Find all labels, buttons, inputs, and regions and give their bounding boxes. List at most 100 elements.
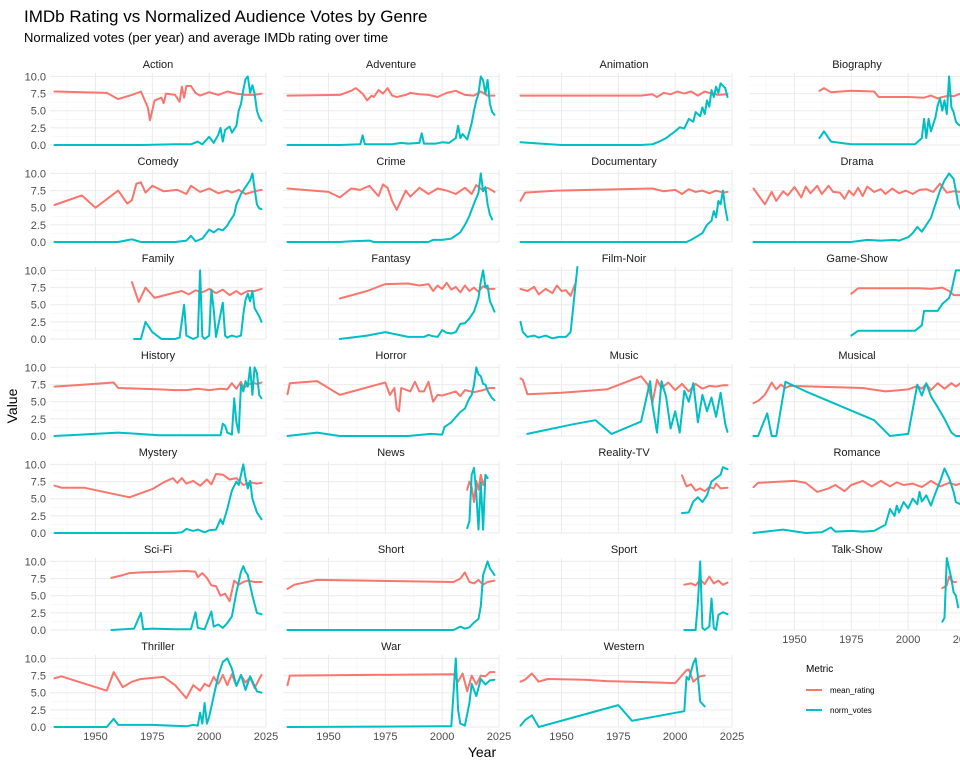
x-tick-label: 1950 [549, 731, 573, 743]
strip-label-history: History [141, 350, 176, 362]
series-norm-votes-documentary [519, 189, 729, 243]
panel-thriller: Thriller [50, 641, 267, 728]
y-tick-label: 10.0 [25, 168, 46, 180]
y-tick-label: 7.5 [31, 477, 46, 489]
strip-label-news: News [377, 447, 405, 459]
series-norm-votes-action [53, 75, 263, 146]
x-tick-label: 2025 [953, 634, 960, 646]
strip-label-film-noir: Film-Noir [602, 253, 647, 265]
axes-group: 0.0 2.5 5.0 7.5 10.0 0.0 2.5 5.0 7.5 10.0 0.0 2.5 5.… [25, 71, 960, 743]
y-tick-label: 2.5 [31, 220, 46, 232]
panel-mystery: Mystery [50, 447, 267, 534]
strip-label-sci-fi: Sci-Fi [144, 544, 172, 556]
strip-label-crime: Crime [376, 156, 405, 168]
series-mean-rating-family [130, 281, 263, 303]
x-axis-title: Year [468, 744, 497, 760]
legend-label-mean-rating: mean_rating [830, 686, 874, 695]
strip-label-war: War [381, 641, 401, 653]
panel-biography: Biography [749, 59, 960, 146]
x-tick-label: 1975 [606, 731, 630, 743]
series-mean-rating-fantasy [338, 281, 496, 300]
y-tick-label: 10.0 [25, 459, 46, 471]
series-mean-rating-horror [286, 380, 496, 413]
panel-fantasy: Fantasy [283, 253, 500, 340]
panel-music: Music [516, 350, 733, 437]
strip-label-thriller: Thriller [141, 641, 175, 653]
series-mean-rating-music [519, 375, 729, 405]
series-norm-votes-talk-show [941, 557, 960, 623]
series-norm-votes-thriller [53, 657, 263, 728]
y-tick-label: 0.0 [31, 722, 46, 734]
y-tick-label: 7.5 [31, 671, 46, 683]
x-tick-label: 1950 [782, 634, 806, 646]
strip-label-music: Music [610, 350, 639, 362]
x-tick-label: 2025 [487, 731, 511, 743]
strip-label-western: Western [604, 641, 645, 653]
strip-label-adventure: Adventure [366, 59, 416, 71]
y-tick-label: 0.0 [31, 334, 46, 346]
series-norm-votes-war [286, 657, 496, 728]
legend: Metric mean_rating norm_votes [806, 664, 874, 715]
y-tick-label: 10.0 [25, 556, 46, 568]
panel-film-noir: Film-Noir [516, 253, 733, 340]
series-norm-votes-news [466, 466, 489, 531]
y-tick-label: 5.0 [31, 106, 46, 118]
y-tick-label: 2.5 [31, 317, 46, 329]
series-norm-votes-biography [818, 75, 960, 146]
y-tick-label: 5.0 [31, 300, 46, 312]
chart-title: IMDb Rating vs Normalized Audience Votes… [24, 7, 427, 26]
series-mean-rating-comedy [53, 181, 263, 209]
strip-label-documentary: Documentary [591, 156, 657, 168]
strip-label-romance: Romance [833, 447, 880, 459]
panel-sci-fi: Sci-Fi [50, 544, 267, 631]
series-norm-votes-family [133, 269, 263, 340]
series-mean-rating-action [53, 85, 263, 122]
series-norm-votes-comedy [53, 172, 263, 243]
y-tick-label: 10.0 [25, 653, 46, 665]
panel-adventure: Adventure [283, 59, 500, 146]
y-tick-label: 7.5 [31, 574, 46, 586]
y-tick-label: 5.0 [31, 494, 46, 506]
series-mean-rating-short [286, 571, 496, 590]
strip-label-musical: Musical [838, 350, 875, 362]
panel-horror: Horror [283, 350, 500, 437]
panel-war: War [283, 641, 500, 728]
x-tick-label: 2000 [430, 731, 454, 743]
series-mean-rating-war [286, 671, 496, 693]
strip-label-comedy: Comedy [138, 156, 179, 168]
strip-label-fantasy: Fantasy [371, 253, 411, 265]
y-tick-label: 0.0 [31, 140, 46, 152]
series-norm-votes-romance [752, 467, 960, 534]
series-mean-rating-history [53, 380, 263, 392]
y-tick-label: 0.0 [31, 528, 46, 540]
series-mean-rating-sport [683, 575, 729, 587]
strip-label-talk-show: Talk-Show [832, 544, 883, 556]
y-tick-label: 5.0 [31, 203, 46, 215]
series-mean-rating-adventure [286, 87, 496, 102]
series-mean-rating-reality-tv [681, 474, 729, 493]
series-norm-votes-musical [752, 380, 960, 437]
panel-drama: Drama [749, 156, 960, 243]
series-norm-votes-short [286, 560, 496, 631]
y-tick-label: 7.5 [31, 89, 46, 101]
y-tick-label: 0.0 [31, 625, 46, 637]
x-tick-label: 1975 [839, 634, 863, 646]
y-tick-label: 7.5 [31, 380, 46, 392]
series-norm-votes-adventure [286, 75, 496, 146]
panel-family: Family [50, 253, 267, 340]
panel-reality-tv: Reality-TV [516, 447, 733, 534]
panel-documentary: Documentary [516, 156, 733, 243]
series-mean-rating-musical [752, 381, 960, 405]
y-tick-label: 5.0 [31, 591, 46, 603]
panel-talk-show: Talk-Show [749, 544, 960, 631]
y-tick-label: 2.5 [31, 608, 46, 620]
x-tick-label: 2000 [663, 731, 687, 743]
y-tick-label: 5.0 [31, 397, 46, 409]
series-norm-votes-music [526, 380, 729, 435]
y-tick-label: 2.5 [31, 414, 46, 426]
x-tick-label: 1975 [373, 731, 397, 743]
series-norm-votes-reality-tv [681, 466, 729, 515]
series-norm-votes-horror [286, 366, 496, 437]
strip-label-family: Family [142, 253, 175, 265]
